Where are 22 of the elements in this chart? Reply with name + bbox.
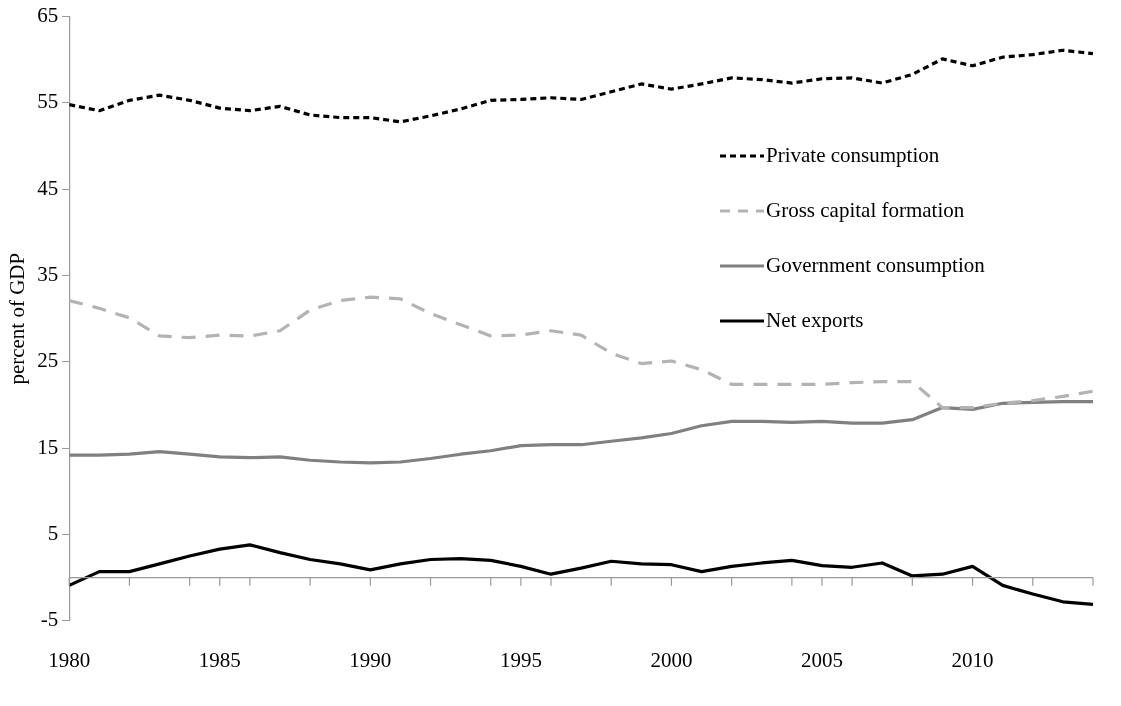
y-axis-title: percent of GDP (5, 252, 30, 385)
line-series (69, 48, 1093, 124)
legend-label: Gross capital formation (766, 198, 965, 223)
x-tick-label: 1990 (349, 647, 392, 672)
legend-label: Net exports (766, 308, 864, 333)
y-tick-label: 65 (37, 3, 59, 28)
y-tick-label: 5 (47, 521, 59, 545)
legend-label: Private consumption (766, 143, 940, 168)
x-tick-label: 1985 (198, 647, 241, 672)
y-tick-label: 35 (37, 262, 59, 287)
x-tick-label: 1995 (499, 647, 542, 672)
x-tick-label: 2010 (951, 647, 994, 672)
y-tick-label: 55 (37, 89, 59, 114)
line-series (69, 295, 1093, 410)
x-tick-label: 1980 (48, 647, 91, 672)
y-tick-label: 25 (37, 348, 59, 373)
legend-label: Government consumption (766, 253, 985, 278)
x-tick-label: 2000 (650, 647, 693, 672)
y-tick-label: -5 (40, 607, 59, 632)
y-tick-label: 15 (37, 434, 59, 459)
y-tick-label: 45 (37, 175, 59, 200)
x-tick-label: 2005 (800, 647, 843, 672)
